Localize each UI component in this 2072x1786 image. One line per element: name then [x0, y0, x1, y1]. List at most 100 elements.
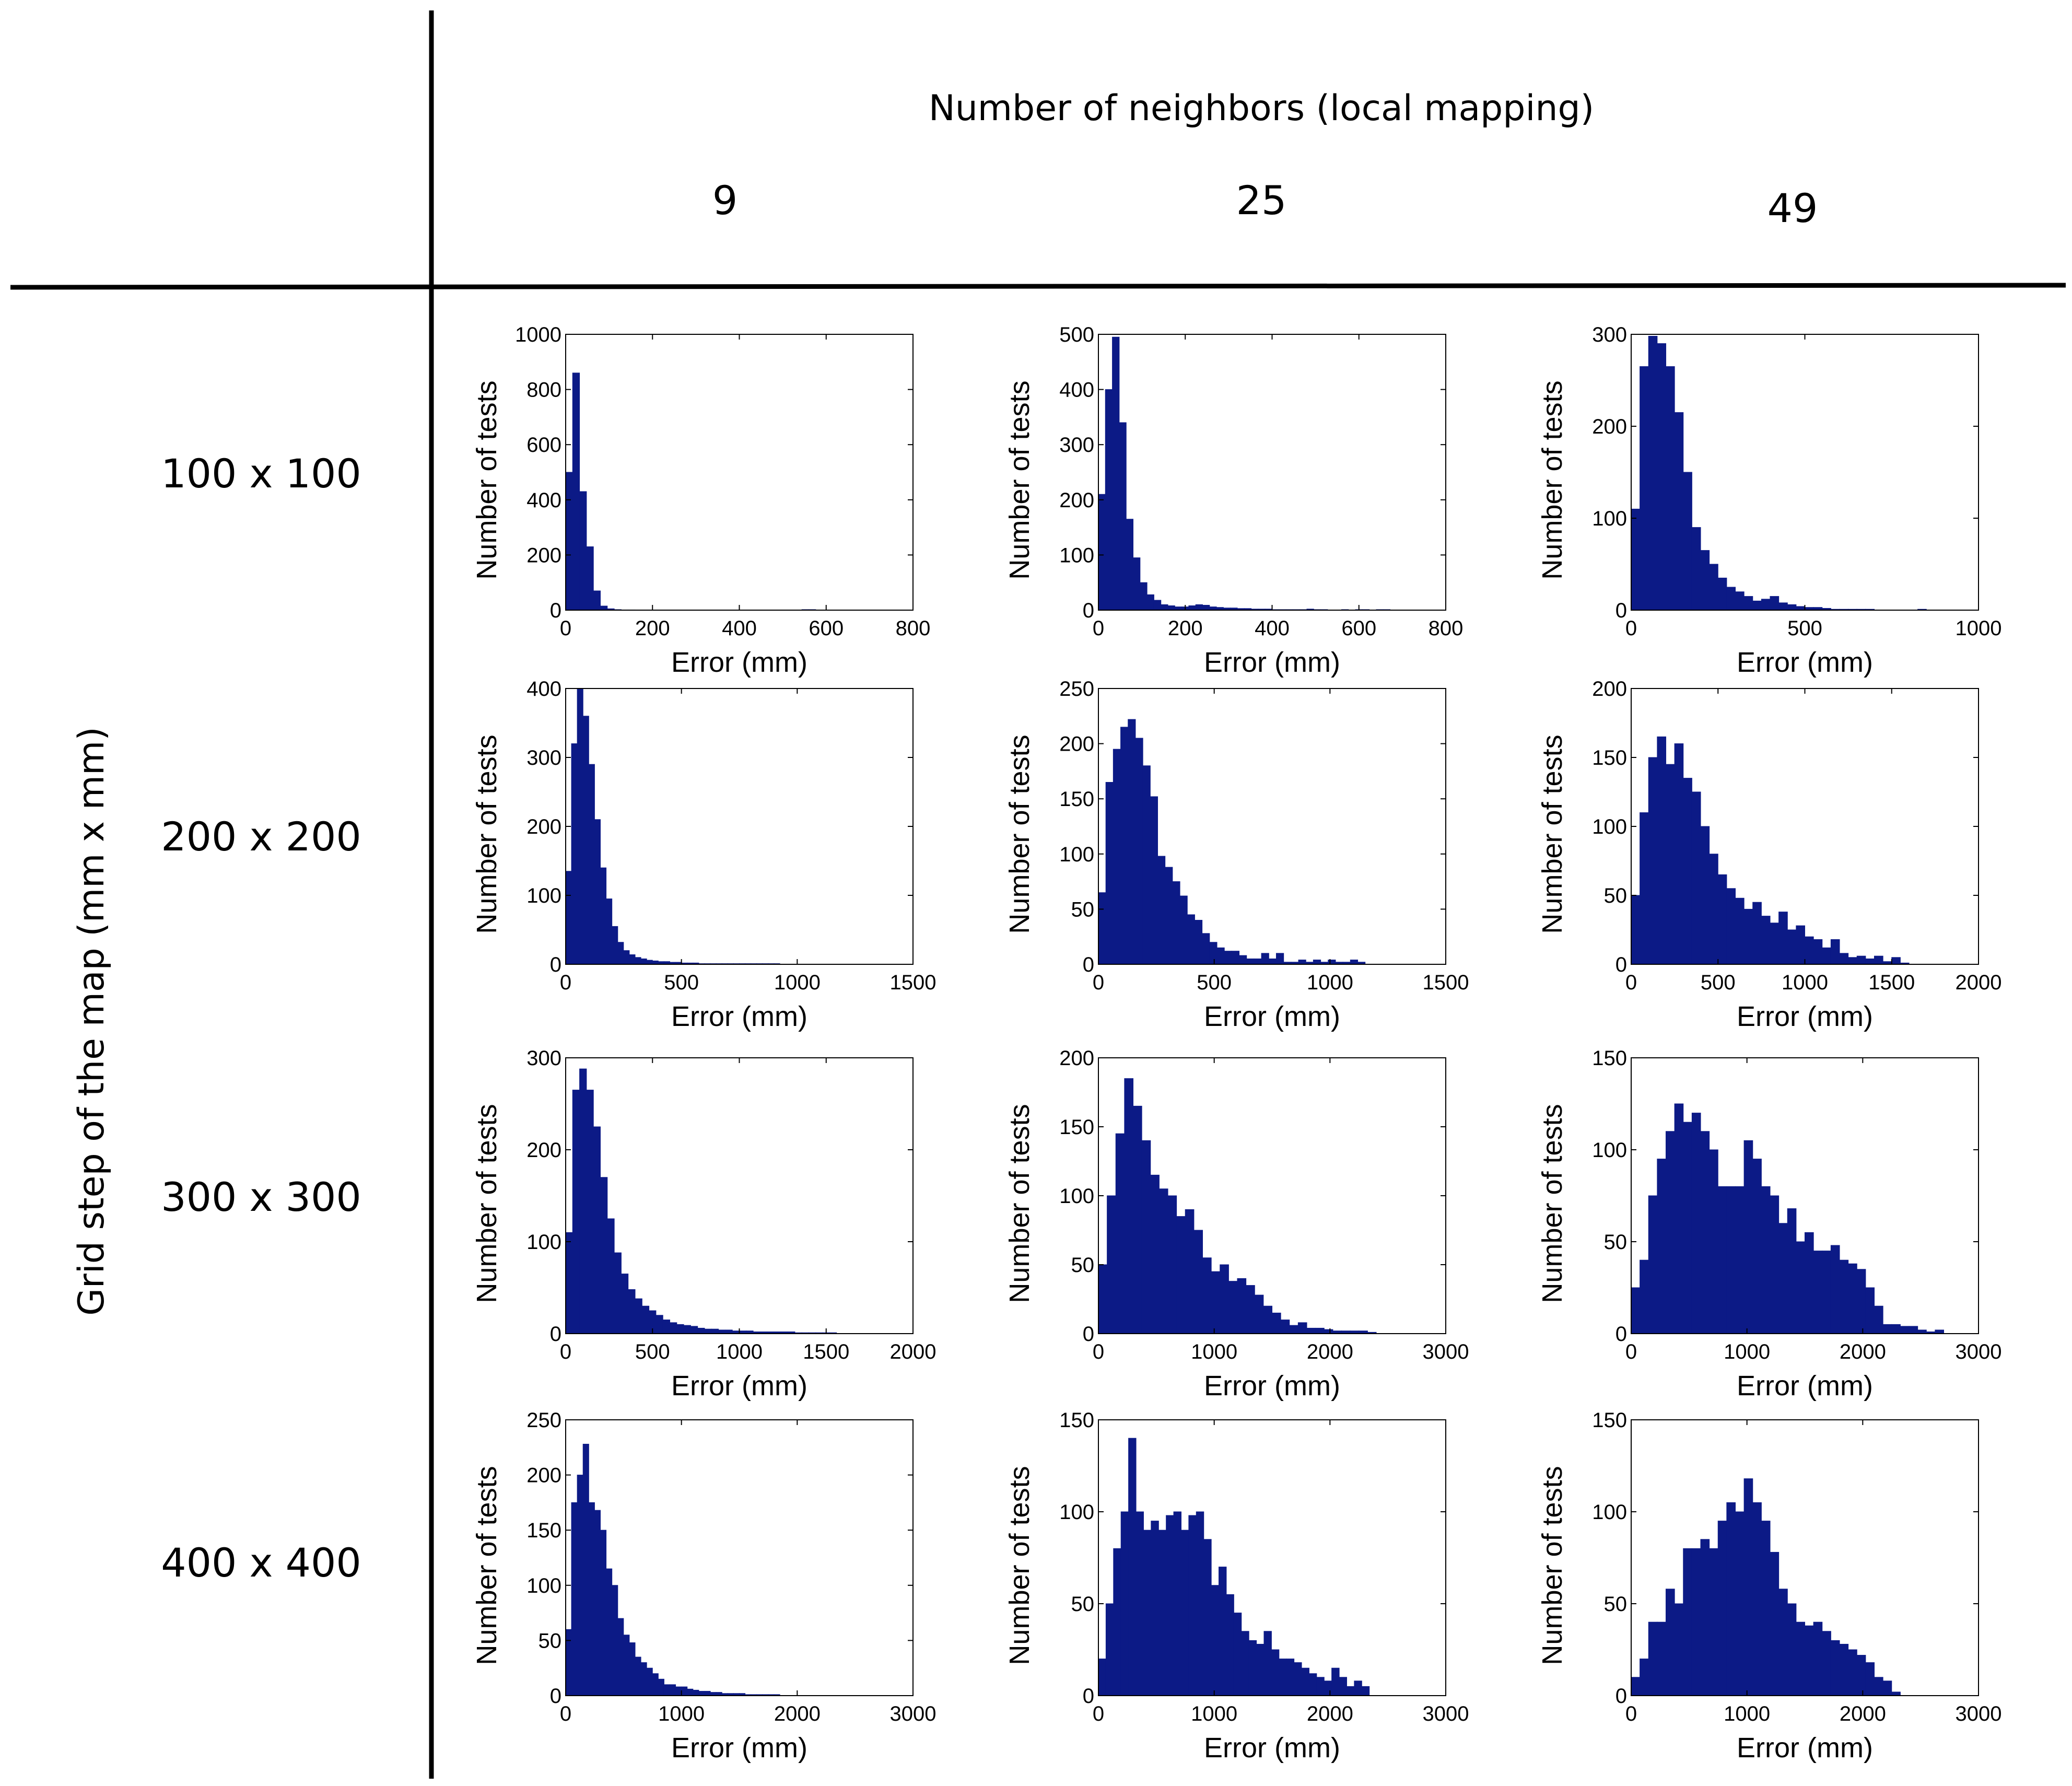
y-tick-label: 200 [1059, 733, 1094, 756]
hist-r4-c3: 0 1000 2000 3000 0 50 100 150 Error (mm) Number o… [1537, 1409, 2001, 1764]
bar [1195, 604, 1203, 611]
bar [1280, 1320, 1290, 1334]
y-tick-label: 0 [550, 1685, 561, 1708]
bar [1219, 1567, 1227, 1696]
bar [565, 1232, 573, 1334]
bar [565, 472, 573, 611]
x-tick-label: 1000 [716, 1340, 763, 1363]
x-tick-label: 200 [635, 617, 670, 640]
bar [1830, 939, 1840, 965]
bar [1830, 1640, 1840, 1696]
y-axis-label: Number of tests [471, 1104, 502, 1303]
bar [1194, 920, 1203, 965]
x-tick-label: 0 [560, 971, 571, 994]
x-axis-label: Error (mm) [671, 647, 807, 678]
plot-frame [1098, 334, 1446, 611]
x-axis-label: Error (mm) [671, 1732, 807, 1764]
hist-r1-c1: 0 200 400 600 800 0 200 400 600 800 1000 Error (mm)… [471, 323, 930, 678]
bar [623, 1635, 630, 1696]
x-axis-label: Error (mm) [1737, 647, 1873, 678]
bar [600, 1530, 607, 1696]
bar [1709, 854, 1718, 965]
bar [1743, 1478, 1753, 1696]
bar [1683, 1122, 1692, 1334]
x-tick-label: 200 [1168, 617, 1203, 640]
bar [1631, 1287, 1641, 1334]
bar [1900, 1326, 1910, 1334]
bar [1173, 1511, 1181, 1696]
bar [1294, 1662, 1302, 1696]
bar [1261, 953, 1269, 965]
x-axis-label: Error (mm) [1737, 1001, 1873, 1032]
bar [1631, 895, 1641, 965]
bar [600, 867, 607, 965]
y-tick-label: 0 [1083, 1685, 1094, 1708]
bar [617, 1618, 624, 1696]
bar [1233, 1613, 1242, 1696]
hist-r4-c2: 0 1000 2000 3000 0 50 100 150 Error (mm) Number o… [1004, 1409, 1469, 1764]
x-tick-label: 0 [560, 1340, 571, 1363]
bar [1709, 564, 1718, 611]
bar [1752, 1159, 1762, 1334]
bar [1289, 1325, 1298, 1334]
bar [698, 1691, 705, 1696]
y-tick-label: 400 [1059, 379, 1094, 402]
bar [704, 1691, 711, 1696]
bar [1328, 960, 1336, 965]
bar [646, 960, 653, 965]
bar [652, 1673, 659, 1696]
bar [670, 1322, 677, 1334]
bar [582, 1443, 589, 1696]
bar [1674, 1603, 1684, 1696]
header-title: Number of neighbors (local mapping) [929, 88, 1594, 129]
bar [1306, 1327, 1316, 1334]
bar [675, 1686, 682, 1696]
bar [704, 1328, 712, 1334]
bar [1146, 594, 1154, 611]
bar [1752, 1502, 1762, 1696]
bar [1272, 1312, 1281, 1334]
bar [1778, 912, 1788, 965]
bar [1202, 1257, 1212, 1334]
y-axis-label: Number of tests [1537, 1466, 1568, 1665]
y-tick-label: 0 [550, 953, 561, 976]
bar [1778, 1589, 1788, 1696]
bar [1231, 951, 1240, 965]
bar [1787, 1603, 1797, 1696]
bar [1098, 494, 1106, 611]
bar [1165, 867, 1173, 965]
y-tick-label: 400 [526, 489, 561, 512]
bar [1787, 604, 1797, 611]
x-tick-label: 2000 [774, 1702, 821, 1725]
y-axis-label: Number of tests [1004, 734, 1035, 933]
x-tick-label: 600 [1341, 617, 1376, 640]
bar [1216, 947, 1225, 965]
bar [1324, 1680, 1332, 1696]
x-axis-label: Error (mm) [1737, 1370, 1873, 1402]
bar [1717, 874, 1727, 965]
bar [1211, 1585, 1220, 1696]
bar [1761, 1521, 1771, 1696]
bar [1648, 1195, 1658, 1334]
bar [1770, 1551, 1780, 1696]
y-tick-label: 100 [1059, 1185, 1094, 1208]
x-tick-label: 3000 [890, 1702, 937, 1725]
y-tick-label: 150 [526, 1519, 561, 1542]
bar [1354, 1680, 1362, 1696]
bar [1119, 422, 1127, 611]
bar [586, 546, 594, 611]
bar [1105, 782, 1114, 965]
y-tick-label: 150 [1059, 1116, 1094, 1139]
bar [1254, 1294, 1264, 1334]
bar [1726, 1186, 1736, 1334]
bar [1856, 955, 1866, 965]
bar [1640, 812, 1649, 965]
bar [1770, 1195, 1780, 1334]
column-header-25: 25 [1236, 177, 1287, 224]
y-tick-label: 300 [526, 746, 561, 769]
y-axis-label: Number of tests [1004, 380, 1035, 579]
x-tick-label: 500 [664, 971, 699, 994]
bar [1135, 738, 1143, 965]
x-tick-label: 1500 [890, 971, 937, 994]
